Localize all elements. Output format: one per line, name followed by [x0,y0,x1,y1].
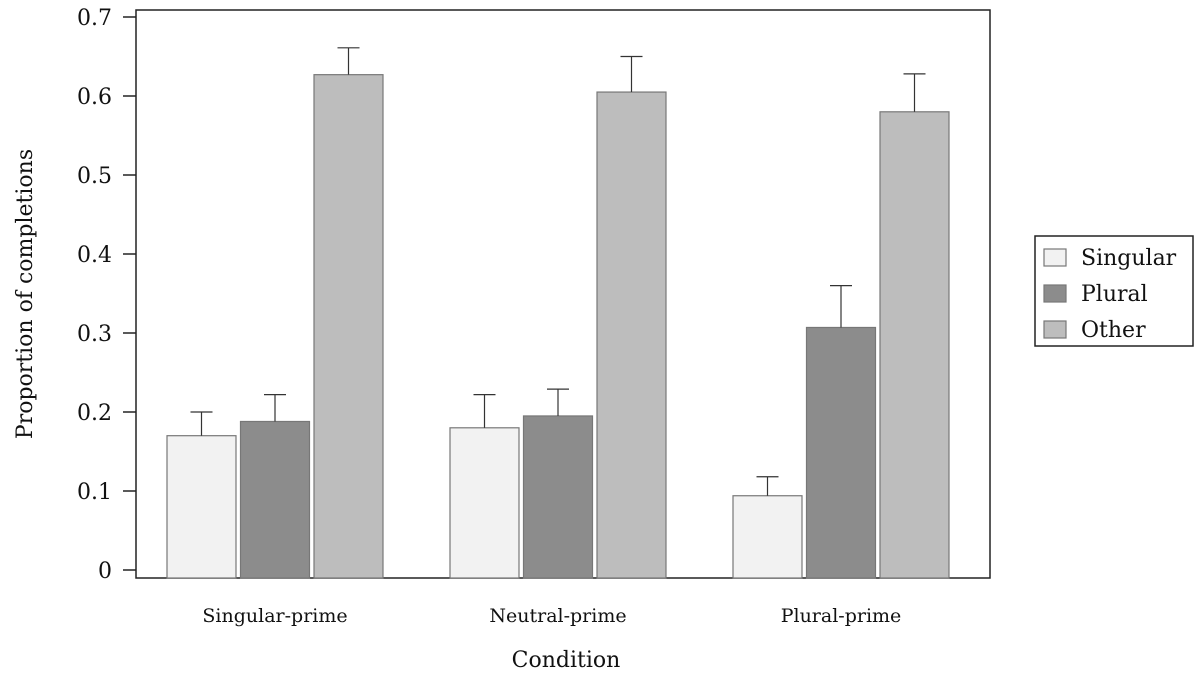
bar-singular-neutral-prime [449,427,520,579]
bar-other-singular-prime [313,74,384,579]
y-tick-label: 0.6 [77,85,112,110]
y-tick-label: 0.1 [77,480,112,505]
bar-plural-plural-prime [805,326,877,579]
y-tick-label: 0.3 [77,322,112,347]
x-category-label: Neutral-prime [489,605,626,627]
y-axis-title: Proportion of completions [13,149,38,439]
legend-label-singular: Singular [1081,246,1177,271]
bar-singular-singular-prime [166,435,237,579]
y-tick-label: 0.4 [77,243,112,268]
x-category-label: Singular-prime [202,605,347,627]
legend-swatch-other [1043,320,1067,339]
bar-singular-plural-prime [732,495,803,579]
bar-other-neutral-prime [596,91,667,579]
x-axis-labels: Singular-prime Neutral-prime Plural-prime [202,605,901,627]
legend-swatch-plural [1043,284,1067,303]
y-tick-label: 0.7 [77,6,112,31]
legend-swatch-singular [1043,248,1067,267]
bar-other-plural-prime [879,111,950,579]
y-tick-label: 0 [98,559,112,584]
bar-plural-neutral-prime [522,415,594,579]
bars-group [166,47,950,579]
y-tick-label: 0.2 [77,401,112,426]
x-axis-title: Condition [512,648,621,673]
legend-label-plural: Plural [1081,282,1148,307]
bar-plural-singular-prime [239,420,311,579]
legend-label-other: Other [1081,318,1146,343]
y-axis: 0 0.1 0.2 0.3 0.4 0.5 0.6 0.7 [77,6,136,584]
legend: Singular Plural Other [1034,235,1194,347]
x-category-label: Plural-prime [781,605,902,627]
y-tick-label: 0.5 [77,164,112,189]
